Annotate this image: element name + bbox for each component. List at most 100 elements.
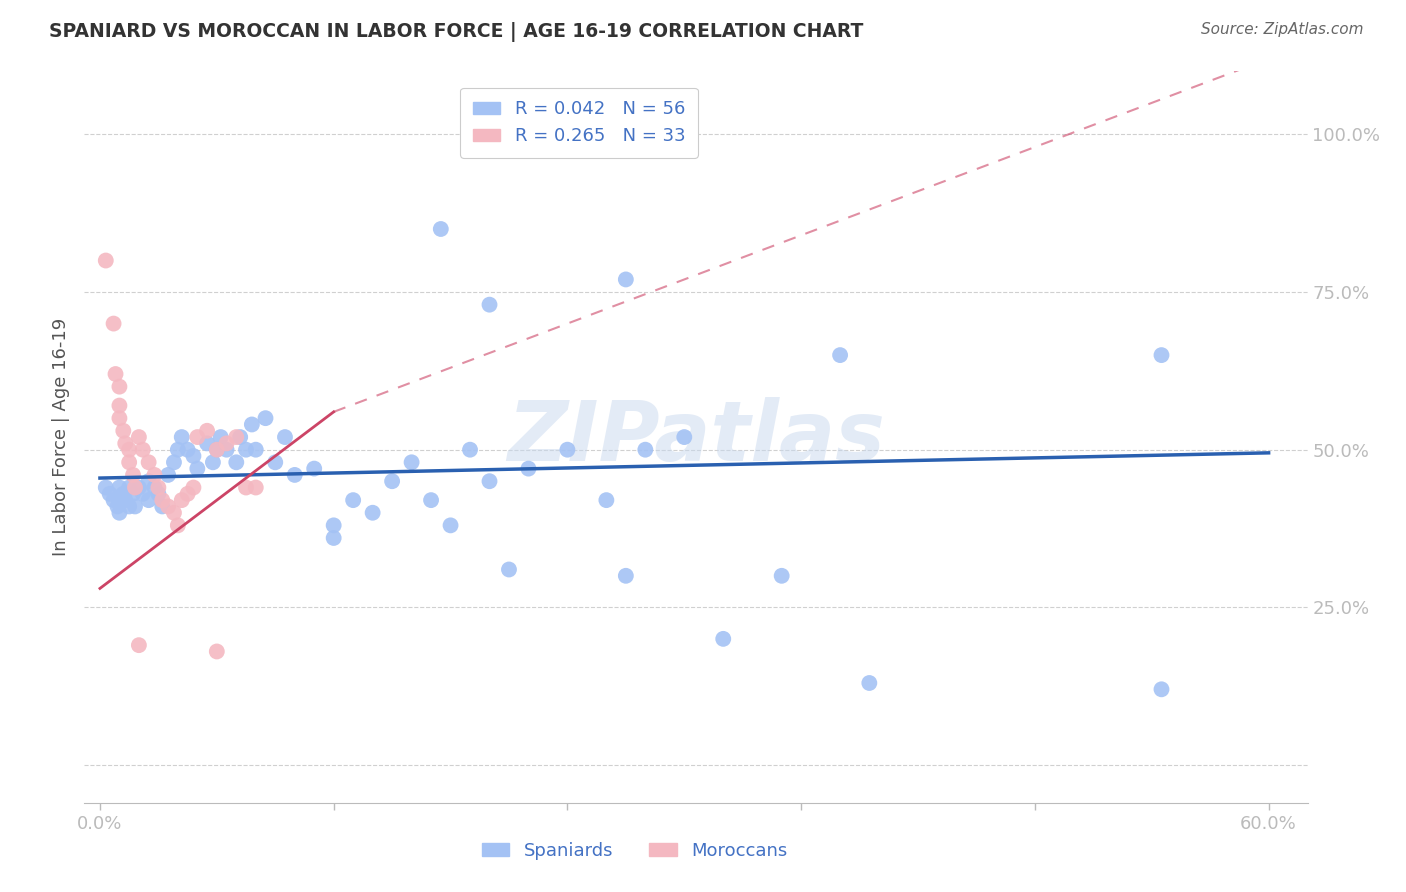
Spaniards bbox=[225, 455, 247, 469]
Moroccans bbox=[108, 411, 131, 425]
Spaniards bbox=[138, 474, 160, 488]
Spaniards bbox=[557, 442, 579, 457]
Spaniards bbox=[595, 493, 617, 508]
Spaniards bbox=[215, 442, 238, 457]
Spaniards bbox=[614, 272, 637, 286]
Moroccans bbox=[124, 481, 146, 495]
Spaniards bbox=[229, 430, 252, 444]
Legend: Spaniards, Moroccans: Spaniards, Moroccans bbox=[475, 835, 794, 867]
Spaniards bbox=[138, 493, 160, 508]
Moroccans bbox=[128, 430, 150, 444]
Moroccans bbox=[94, 253, 117, 268]
Spaniards bbox=[478, 474, 501, 488]
Spaniards bbox=[94, 481, 117, 495]
Spaniards bbox=[118, 500, 141, 514]
Moroccans bbox=[205, 442, 228, 457]
Moroccans bbox=[104, 367, 127, 381]
Text: Source: ZipAtlas.com: Source: ZipAtlas.com bbox=[1201, 22, 1364, 37]
Spaniards bbox=[673, 430, 696, 444]
Spaniards bbox=[235, 442, 257, 457]
Spaniards bbox=[240, 417, 263, 432]
Spaniards bbox=[114, 493, 136, 508]
Spaniards bbox=[176, 442, 198, 457]
Moroccans bbox=[108, 399, 131, 413]
Spaniards bbox=[103, 493, 125, 508]
Spaniards bbox=[98, 487, 121, 501]
Moroccans bbox=[245, 481, 267, 495]
Moroccans bbox=[235, 481, 257, 495]
Moroccans bbox=[215, 436, 238, 450]
Moroccans bbox=[170, 493, 193, 508]
Moroccans bbox=[114, 436, 136, 450]
Spaniards bbox=[439, 518, 461, 533]
Spaniards bbox=[264, 455, 287, 469]
Spaniards bbox=[274, 430, 297, 444]
Spaniards bbox=[458, 442, 481, 457]
Spaniards bbox=[108, 481, 131, 495]
Spaniards bbox=[634, 442, 657, 457]
Moroccans bbox=[122, 467, 145, 482]
Spaniards bbox=[322, 531, 344, 545]
Moroccans bbox=[143, 467, 166, 482]
Spaniards bbox=[498, 562, 520, 576]
Spaniards bbox=[195, 436, 218, 450]
Spaniards bbox=[342, 493, 364, 508]
Text: ZIPatlas: ZIPatlas bbox=[508, 397, 884, 477]
Spaniards bbox=[517, 461, 540, 475]
Spaniards bbox=[112, 487, 135, 501]
Spaniards bbox=[163, 455, 186, 469]
Y-axis label: In Labor Force | Age 16-19: In Labor Force | Age 16-19 bbox=[52, 318, 70, 557]
Spaniards bbox=[254, 411, 277, 425]
Spaniards bbox=[107, 500, 129, 514]
Moroccans bbox=[150, 493, 173, 508]
Spaniards bbox=[209, 430, 232, 444]
Spaniards bbox=[170, 430, 193, 444]
Moroccans bbox=[225, 430, 247, 444]
Spaniards bbox=[478, 298, 501, 312]
Spaniards bbox=[150, 500, 173, 514]
Spaniards bbox=[122, 487, 145, 501]
Spaniards bbox=[322, 518, 344, 533]
Spaniards bbox=[302, 461, 325, 475]
Moroccans bbox=[118, 442, 141, 457]
Spaniards bbox=[148, 487, 170, 501]
Spaniards bbox=[157, 467, 180, 482]
Spaniards bbox=[420, 493, 443, 508]
Spaniards bbox=[858, 676, 880, 690]
Spaniards bbox=[284, 467, 307, 482]
Moroccans bbox=[176, 487, 198, 501]
Spaniards bbox=[201, 455, 224, 469]
Moroccans bbox=[166, 518, 188, 533]
Moroccans bbox=[132, 442, 155, 457]
Spaniards bbox=[132, 487, 155, 501]
Spaniards bbox=[361, 506, 384, 520]
Spaniards bbox=[381, 474, 404, 488]
Moroccans bbox=[186, 430, 208, 444]
Spaniards bbox=[1150, 682, 1173, 697]
Moroccans bbox=[157, 500, 180, 514]
Moroccans bbox=[112, 424, 135, 438]
Spaniards bbox=[166, 442, 188, 457]
Spaniards bbox=[124, 500, 146, 514]
Spaniards bbox=[186, 461, 208, 475]
Moroccans bbox=[108, 379, 131, 393]
Spaniards bbox=[830, 348, 852, 362]
Spaniards bbox=[118, 481, 141, 495]
Spaniards bbox=[401, 455, 423, 469]
Spaniards bbox=[711, 632, 734, 646]
Spaniards bbox=[143, 481, 166, 495]
Spaniards bbox=[108, 493, 131, 508]
Moroccans bbox=[138, 455, 160, 469]
Moroccans bbox=[205, 644, 228, 658]
Moroccans bbox=[148, 481, 170, 495]
Moroccans bbox=[183, 481, 205, 495]
Moroccans bbox=[163, 506, 186, 520]
Text: SPANIARD VS MOROCCAN IN LABOR FORCE | AGE 16-19 CORRELATION CHART: SPANIARD VS MOROCCAN IN LABOR FORCE | AG… bbox=[49, 22, 863, 42]
Moroccans bbox=[128, 638, 150, 652]
Moroccans bbox=[103, 317, 125, 331]
Spaniards bbox=[108, 506, 131, 520]
Spaniards bbox=[430, 222, 453, 236]
Spaniards bbox=[128, 481, 150, 495]
Spaniards bbox=[770, 569, 793, 583]
Spaniards bbox=[1150, 348, 1173, 362]
